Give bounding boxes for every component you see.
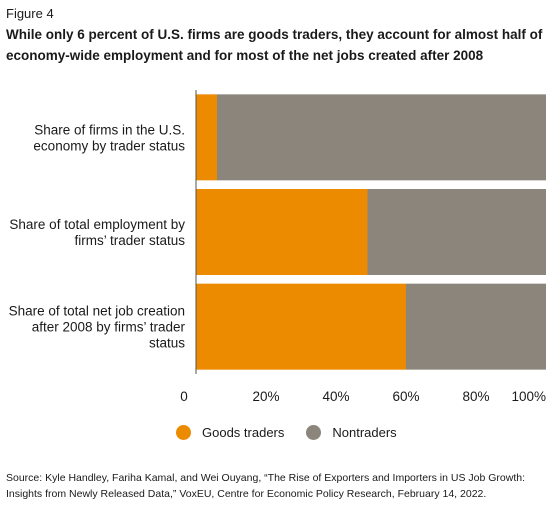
legend-item-goods-traders: Goods traders bbox=[176, 425, 284, 440]
bar-segment-nontraders-1 bbox=[217, 94, 546, 181]
legend-swatch-goods-traders bbox=[176, 425, 191, 440]
bar-segment-nontraders-3 bbox=[406, 283, 546, 370]
legend-label-nontraders: Nontraders bbox=[332, 425, 397, 440]
bar-segment-nontraders-2 bbox=[367, 189, 546, 275]
legend-swatch-nontraders bbox=[306, 425, 322, 440]
category-label-2: Share of total employment by firms’ trade… bbox=[9, 217, 185, 248]
bar-segment-goods-traders-1 bbox=[196, 94, 217, 181]
chart-title: While only 6 percent of U.S. firms are g… bbox=[6, 27, 543, 63]
source-note: Source: Kyle Handley, Fariha Kamal, and … bbox=[6, 472, 526, 500]
stacked-bar-chart: Share of firms in the U.S. economy by tra… bbox=[9, 90, 546, 404]
x-tick-label-100: 100% bbox=[511, 389, 546, 404]
x-tick-label-20: 20% bbox=[252, 389, 279, 404]
category-label-3: Share of total net job creation after 200… bbox=[9, 304, 186, 351]
x-tick-label-60: 60% bbox=[392, 389, 419, 404]
x-tick-label-40: 40% bbox=[322, 389, 349, 404]
legend-label-goods-traders: Goods traders bbox=[202, 425, 285, 440]
bar-segment-goods-traders-3 bbox=[196, 283, 406, 370]
figure-label: Figure 4 bbox=[6, 6, 54, 21]
legend-item-nontraders: Nontraders bbox=[306, 425, 397, 440]
x-tick-label-0: 0 bbox=[180, 389, 188, 404]
bar-segment-goods-traders-2 bbox=[196, 189, 368, 275]
legend: Goods traders Nontraders bbox=[176, 425, 419, 440]
category-label-1: Share of firms in the U.S. economy by tra… bbox=[33, 122, 185, 153]
x-tick-label-80: 80% bbox=[462, 389, 489, 404]
